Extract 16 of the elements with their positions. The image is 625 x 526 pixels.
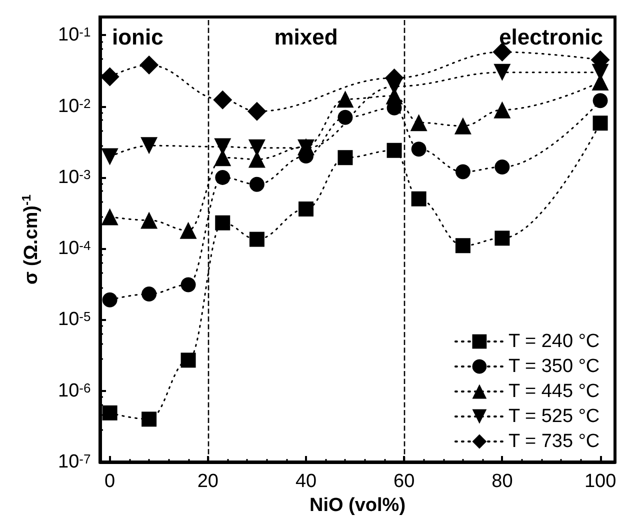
legend-label: T = 445 °C: [508, 381, 600, 402]
legend-label: T = 350 °C: [508, 356, 600, 377]
y-axis-title: σ (Ω.cm)-1: [20, 194, 42, 284]
x-tick-label: 60: [394, 471, 415, 492]
x-tick-label: 100: [584, 471, 616, 492]
legend-label: T = 525 °C: [508, 406, 600, 427]
x-tick-label: 80: [492, 471, 513, 492]
legend-label: T = 735 °C: [508, 431, 600, 452]
legend-label: T = 240 °C: [508, 331, 600, 352]
x-tick-label: 20: [197, 471, 218, 492]
annotation: electronic: [499, 24, 603, 50]
annotation: ionic: [112, 24, 164, 50]
x-tick-label: 0: [104, 471, 116, 492]
annotation: mixed: [274, 24, 338, 50]
x-tick-label: 40: [295, 471, 317, 492]
x-axis-title: NiO (vol%): [309, 495, 406, 516]
